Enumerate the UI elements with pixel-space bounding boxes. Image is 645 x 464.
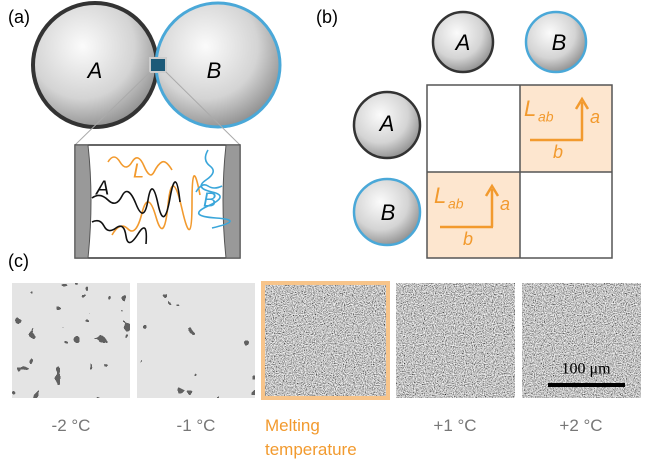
row-label: B [381, 200, 396, 225]
micrograph [137, 283, 255, 398]
cell-horizontal-label: b [463, 229, 473, 249]
column-label: B [552, 30, 567, 55]
cell-vertical-label: a [500, 194, 510, 214]
strand-label: L [133, 160, 144, 182]
micrograph [12, 283, 130, 398]
scale-bar-label: 100 μm [561, 361, 611, 378]
figure-svg: (a) A B L A B (b) A B A B (c) 100 μm Lab… [0, 0, 645, 464]
row-label: A [378, 111, 395, 136]
temperature-label: -2 °C [11, 414, 131, 438]
micrograph [522, 283, 641, 398]
temperature-label: Melting temperature [265, 414, 375, 462]
inset-wall [223, 145, 240, 258]
panel-label: (c) [8, 251, 29, 271]
cell-horizontal-label: b [553, 142, 563, 162]
cell-subscript: ab [448, 196, 464, 212]
micrograph [265, 285, 386, 396]
panel-label: (b) [316, 7, 338, 27]
temperature-label: -1 °C [136, 414, 256, 438]
micrograph [396, 283, 515, 398]
cell-symbol: L [434, 183, 446, 208]
figure: (a) A B L A B (b) A B A B (c) 100 μm Lab… [0, 0, 645, 464]
temperature-label: +1 °C [395, 414, 515, 438]
sphere-label: A [86, 58, 103, 83]
cell-vertical-label: a [590, 107, 600, 127]
zoom-box [150, 58, 166, 72]
strand-label: B [203, 189, 216, 211]
temperature-label: +2 °C [521, 414, 641, 438]
column-label: A [454, 30, 471, 55]
cell-subscript: ab [538, 109, 554, 125]
inset-wall [75, 145, 91, 258]
cell-symbol: L [524, 96, 536, 121]
sphere-label: B [207, 58, 222, 83]
strand-label: A [95, 177, 109, 199]
panel-label: (a) [8, 7, 30, 27]
